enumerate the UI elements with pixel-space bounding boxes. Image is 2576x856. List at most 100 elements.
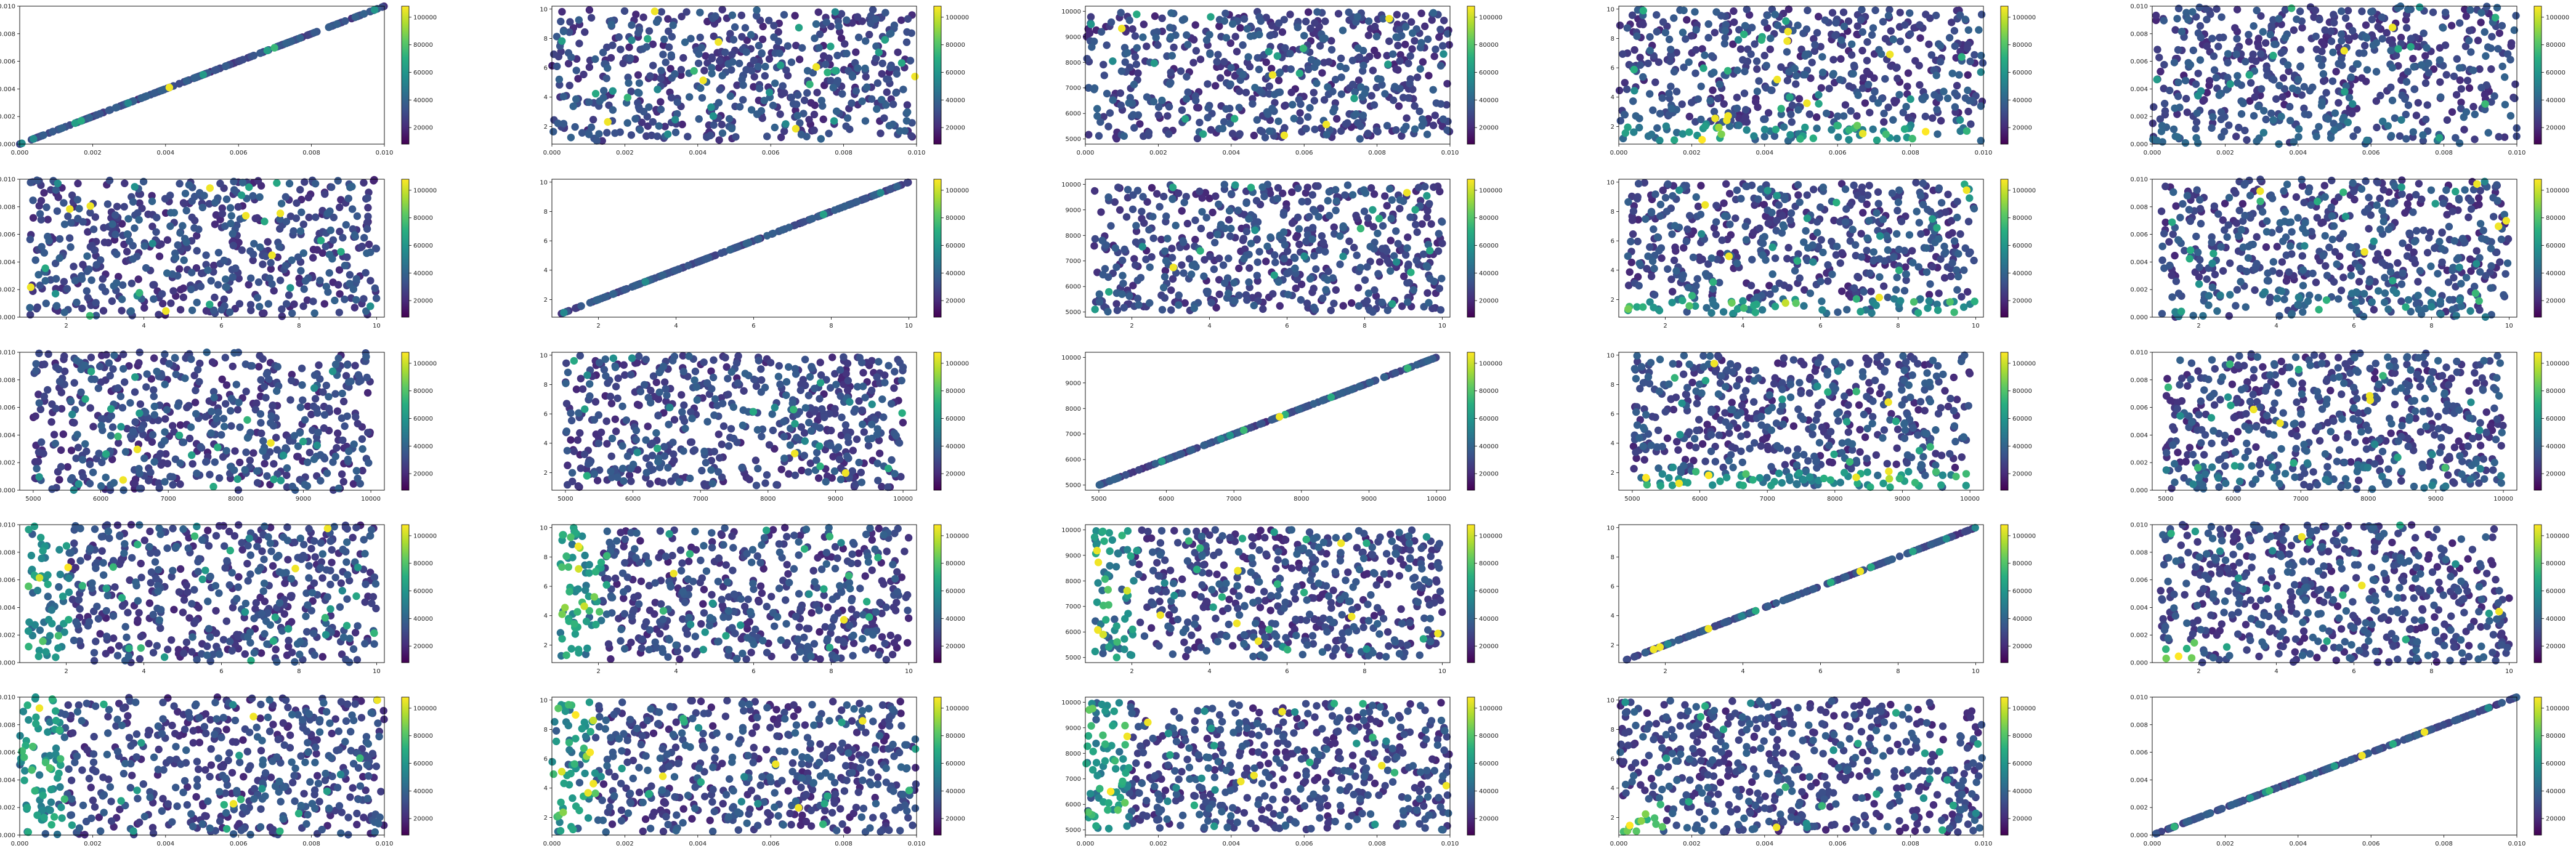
data-point	[1356, 135, 1364, 143]
data-point	[1951, 42, 1959, 50]
data-point	[2388, 23, 2397, 31]
data-point	[623, 94, 632, 102]
y-tick-label: 4	[1611, 267, 1614, 274]
data-point	[1961, 15, 1969, 23]
data-point	[1388, 300, 1396, 308]
data-point	[1629, 207, 1638, 216]
data-point	[1374, 75, 1382, 83]
data-point	[758, 114, 766, 123]
data-point	[2294, 75, 2303, 84]
data-point	[1806, 289, 1815, 297]
scatter-panel-r0-c3: 0.000 0.002 0.004 0.006 0.008 0.0102468102000…	[1606, 5, 2036, 156]
data-point	[903, 101, 912, 109]
data-point	[695, 50, 703, 59]
data-point	[296, 185, 304, 194]
colorbar-tick-label: 40000	[2012, 97, 2032, 104]
colorbar-tick-label: 100000	[413, 187, 437, 194]
data-point	[1715, 123, 1723, 132]
data-point	[2319, 70, 2328, 78]
data-point	[577, 302, 585, 310]
data-point	[1747, 281, 1756, 289]
data-point	[854, 64, 862, 72]
data-point	[1818, 306, 1826, 314]
data-point	[1634, 180, 1643, 188]
data-point	[1225, 254, 1233, 262]
data-point	[639, 108, 648, 116]
data-point	[60, 220, 69, 228]
data-point	[2171, 251, 2179, 260]
data-point	[1354, 44, 1362, 52]
data-point	[1783, 48, 1791, 56]
data-point	[238, 179, 247, 187]
y-tick-label: 8	[544, 36, 548, 42]
data-point	[1432, 99, 1440, 107]
data-point	[229, 273, 237, 281]
data-point	[245, 183, 253, 192]
data-point	[1383, 306, 1391, 315]
data-point	[1146, 299, 1154, 307]
data-point	[111, 103, 120, 112]
data-point	[1403, 279, 1411, 287]
data-point	[253, 294, 262, 302]
y-tick-label: 10	[540, 179, 548, 186]
data-point	[1239, 235, 1248, 243]
data-point	[52, 186, 60, 194]
data-point	[571, 123, 579, 131]
data-point	[1119, 280, 1127, 288]
data-point	[604, 118, 612, 126]
data-point	[1192, 47, 1201, 55]
data-point	[1694, 95, 1702, 103]
data-point	[1153, 190, 1161, 198]
data-point	[1945, 231, 1953, 239]
data-point	[1794, 181, 1802, 189]
data-point	[2465, 36, 2473, 44]
data-point	[2279, 74, 2288, 82]
data-point	[1353, 251, 1361, 259]
data-point	[1281, 241, 1289, 249]
data-point	[1313, 79, 1321, 87]
data-point	[341, 295, 349, 304]
data-point	[2156, 115, 2165, 123]
data-point	[1357, 83, 1365, 91]
data-point	[654, 86, 662, 94]
data-point	[2344, 7, 2352, 15]
data-point	[1097, 208, 1105, 216]
data-point	[1129, 111, 1137, 119]
data-point	[1934, 306, 1942, 314]
data-point	[739, 95, 747, 104]
data-point	[564, 60, 573, 68]
data-point	[1366, 243, 1374, 251]
data-point	[735, 103, 744, 111]
data-point	[1893, 134, 1901, 143]
data-point	[2448, 108, 2457, 116]
colorbar-tick-label: 20000	[2012, 298, 2032, 305]
data-point	[1425, 200, 1433, 208]
data-point	[1128, 205, 1137, 214]
data-point	[1895, 91, 1903, 99]
data-point	[598, 137, 606, 145]
data-point	[169, 287, 177, 295]
data-point	[1868, 31, 1876, 39]
data-point	[1801, 123, 1809, 132]
data-point	[1279, 211, 1287, 219]
data-point	[33, 176, 41, 184]
data-point	[2243, 136, 2251, 144]
data-point	[1104, 193, 1112, 201]
data-point	[1658, 254, 1666, 262]
data-point	[885, 121, 894, 130]
data-point	[1265, 47, 1273, 56]
data-point	[641, 278, 650, 286]
data-point	[1336, 62, 1344, 71]
data-point	[716, 86, 724, 94]
data-point	[74, 179, 82, 188]
data-point	[627, 131, 636, 139]
y-tick-label: 6	[544, 65, 548, 72]
data-point	[1337, 73, 1345, 81]
data-point	[628, 21, 636, 29]
data-point	[2447, 22, 2456, 30]
data-point	[2267, 109, 2275, 118]
data-point	[1865, 182, 1873, 190]
data-point	[2171, 26, 2179, 34]
data-point	[1370, 101, 1379, 109]
data-point	[2234, 79, 2242, 87]
